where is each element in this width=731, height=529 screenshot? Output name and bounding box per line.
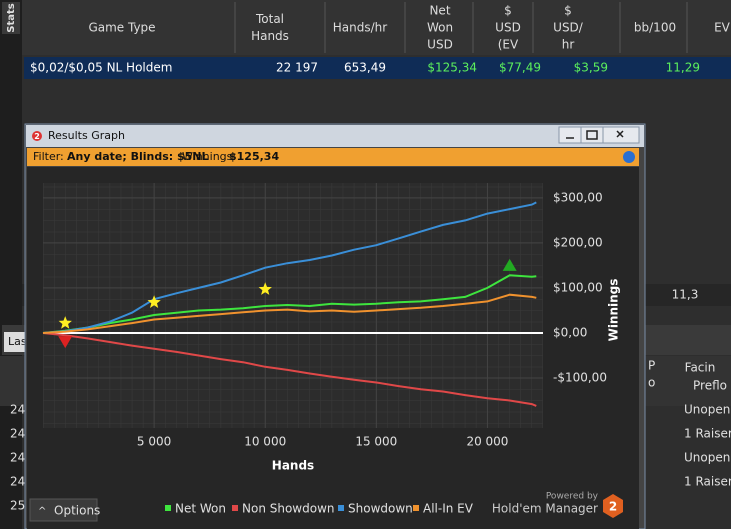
marker bbox=[502, 258, 517, 271]
marker bbox=[258, 282, 272, 295]
brand: Hold'em Manager bbox=[492, 502, 598, 516]
x-tick-label: 5 000 bbox=[137, 435, 171, 449]
marker bbox=[147, 295, 161, 308]
powered-by: Powered by bbox=[546, 492, 599, 502]
column-header: $ bbox=[504, 4, 512, 18]
column-header: Game Type bbox=[88, 21, 155, 35]
winnings-label: Winnings: bbox=[182, 150, 236, 163]
window-title: Results Graph bbox=[48, 129, 125, 142]
bg-rows: Unopene 1 Raiser Unopene 1 Raiser 24 24 24 24 25 bbox=[10, 403, 731, 513]
bottom-bar bbox=[27, 491, 639, 529]
series-line bbox=[42, 293, 537, 334]
row-cell: 22 197 bbox=[276, 61, 318, 75]
legend-label: Non Showdown bbox=[242, 502, 335, 516]
legend-swatch bbox=[165, 505, 171, 511]
column-header: Hands/hr bbox=[333, 21, 388, 35]
row-cell: 653,49 bbox=[344, 61, 386, 75]
column-header: Total bbox=[255, 12, 284, 26]
filter-label: Filter: bbox=[33, 150, 64, 163]
bg-row-text: 24 bbox=[10, 451, 25, 465]
row-cells: $0,02/$0,05 NL Holdem 22 197 653,49 $125,34… bbox=[30, 61, 700, 75]
row-cell: $3,59 bbox=[574, 61, 608, 75]
table-header bbox=[22, 0, 731, 55]
chart: 5 000 10 000 15 000 20 000 -$100,00 $0,00 $100… bbox=[42, 183, 621, 516]
maximize-button[interactable] bbox=[580, 126, 604, 144]
column-header: hr bbox=[562, 38, 575, 52]
bg-header: o bbox=[648, 376, 655, 390]
y-tick-label: $200,00 bbox=[553, 235, 603, 249]
bg-header: Preflo bbox=[693, 379, 727, 393]
window-icon-text: 2 bbox=[34, 132, 40, 141]
marker bbox=[58, 316, 72, 329]
legend-label: All-In EV bbox=[423, 502, 474, 516]
x-tick-label: 10 000 bbox=[244, 435, 286, 449]
options-label: Options bbox=[54, 504, 100, 518]
winnings-value: $125,34 bbox=[229, 150, 279, 163]
brand-logo bbox=[603, 494, 623, 518]
window-button-icons bbox=[566, 130, 624, 140]
column-header: bb/100 bbox=[634, 21, 676, 35]
column-header: $ bbox=[564, 4, 572, 18]
bg-row-text: Unopene bbox=[684, 451, 731, 465]
legend-swatch bbox=[232, 505, 238, 511]
results-window: 2 Results Graph Filter: Any date; Blinds… bbox=[24, 123, 646, 529]
column-header: USD bbox=[427, 38, 453, 52]
column-header: Net bbox=[429, 4, 450, 18]
bg-row-text: 1 Raiser bbox=[684, 475, 731, 489]
column-header: USD/ bbox=[553, 21, 584, 35]
brand-logo-text: 2 bbox=[609, 500, 617, 514]
legend-swatch bbox=[413, 505, 419, 511]
options-arrow: ^ bbox=[38, 506, 46, 517]
y-axis-label: Winnings bbox=[607, 279, 621, 342]
bg-tab[interactable] bbox=[4, 332, 26, 352]
bg-row-text: 25 bbox=[10, 499, 25, 513]
filter-text: Any date; Blinds: $5NL bbox=[67, 150, 209, 163]
y-tick-label: $0,00 bbox=[553, 325, 587, 339]
row-cell: $77,49 bbox=[499, 61, 541, 75]
help-icon[interactable] bbox=[623, 151, 635, 163]
row-cell: $0,02/$0,05 NL Holdem bbox=[30, 61, 172, 75]
x-tick-label: 15 000 bbox=[355, 435, 397, 449]
side-tab-label: Stats bbox=[6, 3, 17, 33]
header-columns: Game Type Total Hands Hands/hr Net Won USD $ USD… bbox=[88, 2, 731, 53]
filter-bar bbox=[27, 148, 639, 166]
window-icon bbox=[32, 131, 42, 141]
column-header: USD bbox=[495, 21, 521, 35]
bg-row-text: 1 Raiser bbox=[684, 427, 731, 441]
x-axis-label: Hands bbox=[272, 459, 314, 473]
column-header: Hands bbox=[251, 29, 289, 43]
bg-cell: 11,3 bbox=[672, 288, 699, 302]
bg-header: Facin bbox=[685, 361, 716, 375]
bg-row-text: Unopene bbox=[684, 403, 731, 417]
column-header: (EV bbox=[498, 38, 519, 52]
legend-label: Showdown bbox=[348, 502, 413, 516]
bg-tab-label: Las bbox=[8, 335, 27, 348]
selected-row[interactable] bbox=[24, 57, 731, 79]
y-tick-label: $300,00 bbox=[553, 190, 603, 204]
side-tab[interactable] bbox=[2, 2, 20, 34]
legend-label: Net Won bbox=[175, 502, 226, 516]
row-cell: 11,29 bbox=[666, 61, 700, 75]
bg-row-text: 24 bbox=[10, 427, 25, 441]
legend-swatch bbox=[338, 505, 344, 511]
x-tick-label: 20 000 bbox=[466, 435, 508, 449]
row-cell: $125,34 bbox=[427, 61, 477, 75]
column-header: Won bbox=[427, 21, 453, 35]
series-line bbox=[42, 332, 537, 407]
title-bar bbox=[26, 125, 644, 147]
marker bbox=[58, 336, 73, 349]
y-tick-label: $100,00 bbox=[553, 280, 603, 294]
bg-row-text: 24 bbox=[10, 475, 25, 489]
series-line bbox=[42, 274, 537, 334]
minimize-button[interactable] bbox=[558, 126, 582, 144]
column-header: EV bbox=[714, 21, 731, 35]
series-line bbox=[42, 201, 537, 334]
bg-row-text: 24 bbox=[10, 403, 25, 417]
y-tick-label: -$100,00 bbox=[553, 371, 607, 385]
options-button[interactable] bbox=[29, 498, 98, 522]
bg-header: P bbox=[648, 359, 655, 373]
